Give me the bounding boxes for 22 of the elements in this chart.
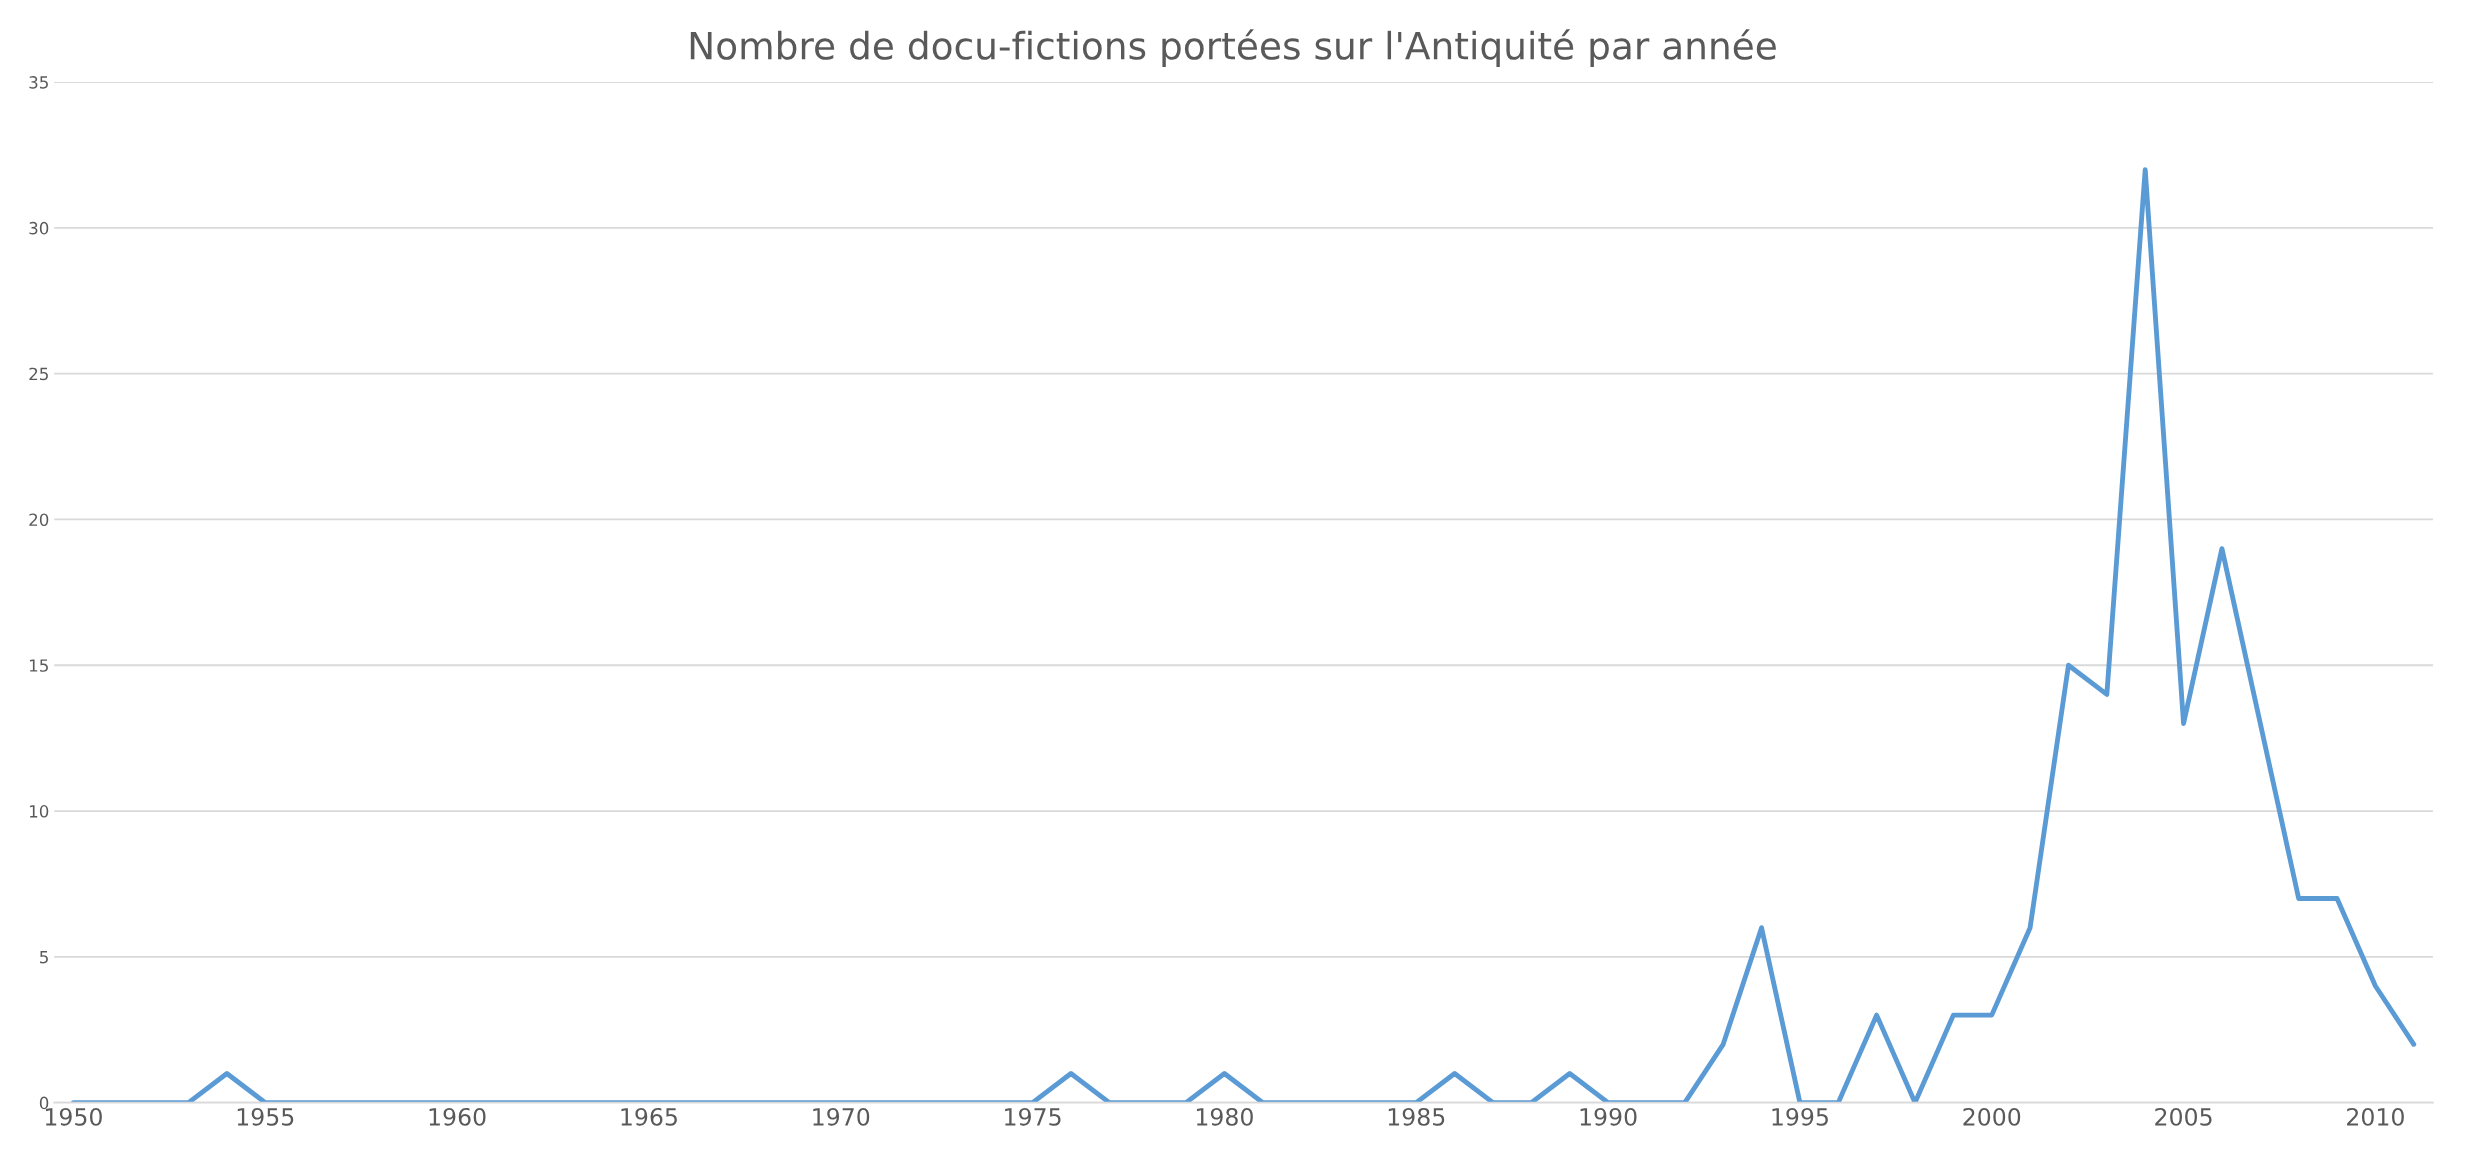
x-tick-label: 1960	[429, 1107, 486, 1126]
y-tick-label: 0	[39, 1096, 49, 1110]
line-series	[70, 167, 2417, 1103]
x-tick-label: 2010	[2347, 1107, 2404, 1126]
chart-title: Nombre de docu-fictions portées sur l'Antiquité par année	[690, 29, 1776, 68]
y-tick-label: 35	[29, 76, 48, 89]
x-tick-label: 1990	[1580, 1107, 1637, 1126]
y-tick-label: 30	[29, 221, 49, 235]
y-tick-label: 5	[40, 951, 48, 964]
x-tick-label: 1970	[813, 1107, 870, 1126]
x-tick-label: 2000	[1963, 1107, 2021, 1126]
x-tick-label: 1955	[237, 1107, 294, 1126]
x-tick-label: 1980	[1196, 1107, 1253, 1126]
x-tick-label: 1965	[621, 1107, 677, 1126]
x-tick-label: 1975	[1005, 1107, 1061, 1126]
x-tick-label: 1985	[1388, 1107, 1445, 1126]
y-tick-label: 10	[29, 805, 49, 818]
x-tick-label: 1995	[1772, 1107, 1828, 1126]
x-tick-label: 2005	[2155, 1107, 2212, 1126]
y-tick-label: 15	[29, 659, 48, 672]
y-tick-label: 25	[29, 367, 48, 381]
y-tick-label: 20	[29, 513, 49, 527]
